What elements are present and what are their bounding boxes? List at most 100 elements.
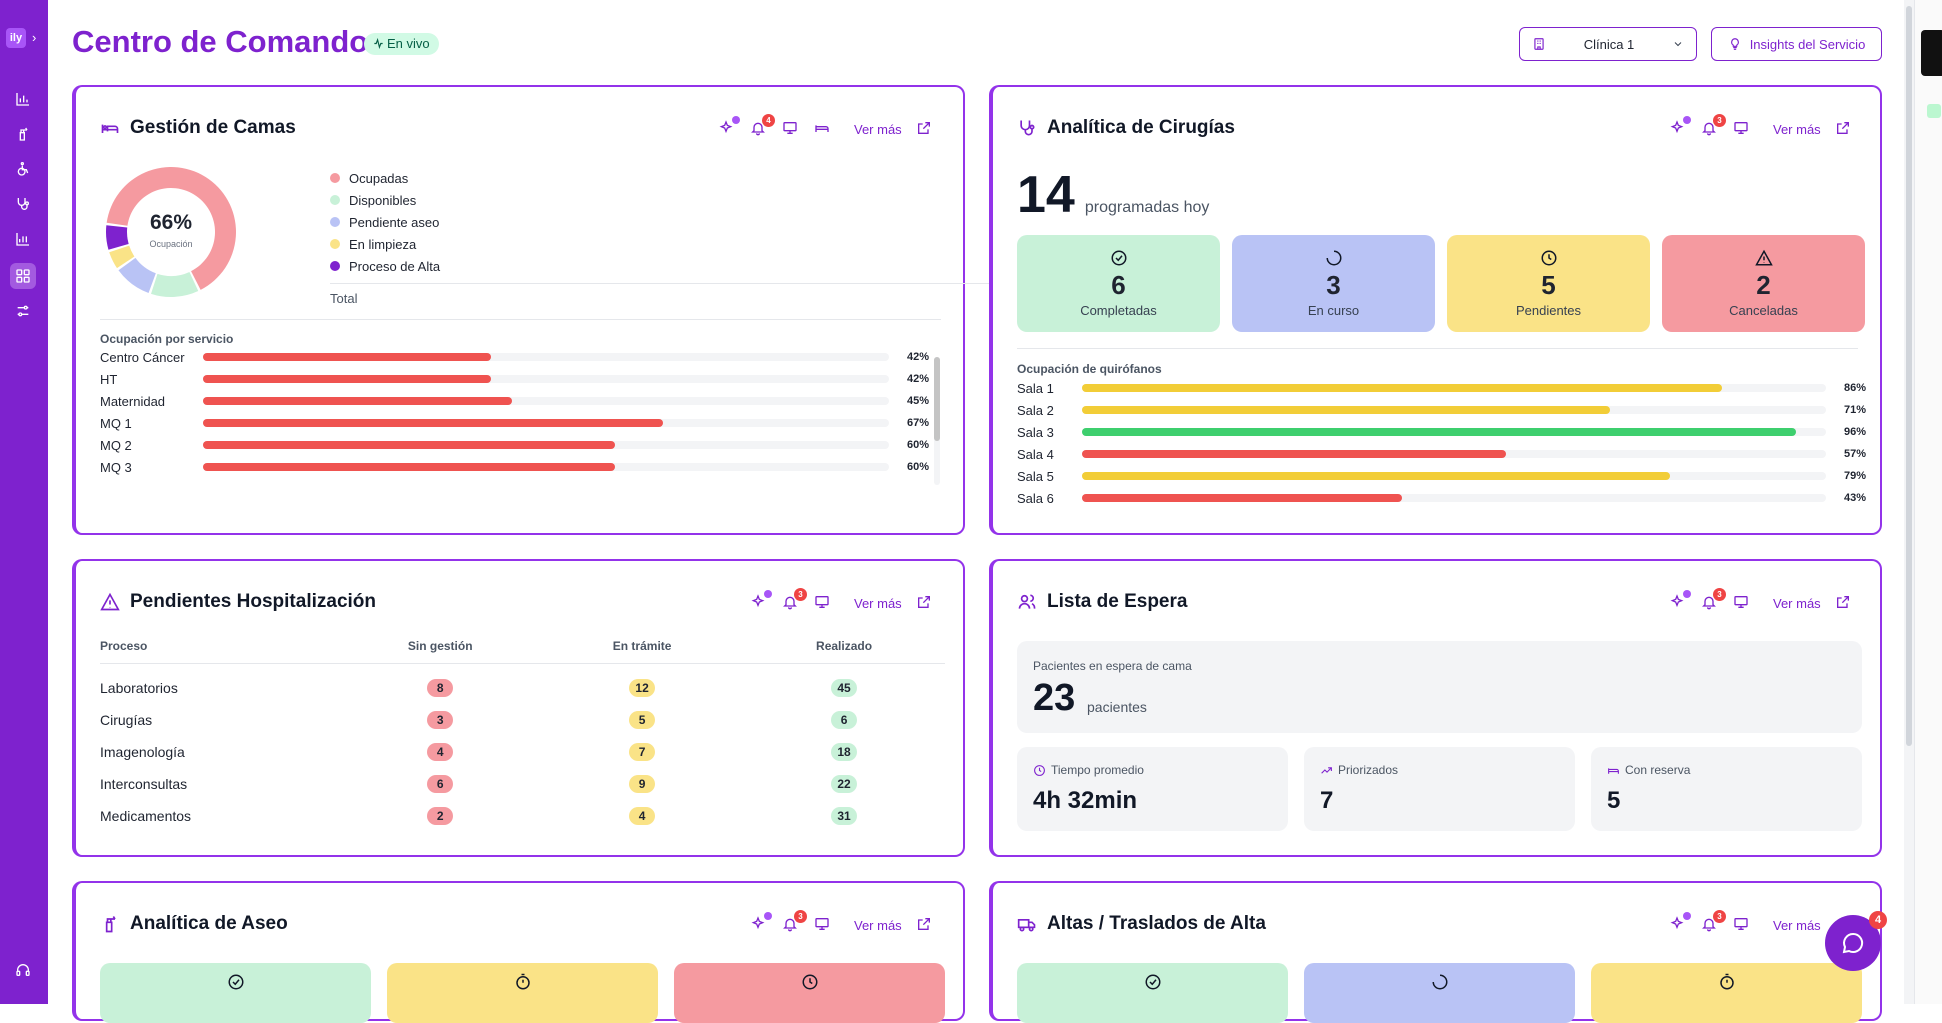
bar-label: MQ 3: [100, 459, 132, 475]
count-pill[interactable]: 2: [427, 807, 454, 825]
wheelchair-icon[interactable]: [10, 156, 36, 182]
stat-label: Con reserva: [1625, 763, 1691, 777]
external-link-icon[interactable]: [916, 120, 934, 138]
ai-sparkle-icon[interactable]: [718, 116, 740, 138]
stat-box: Tiempo promedio 4h 32min: [1017, 747, 1288, 831]
ai-sparkle-icon[interactable]: [1669, 590, 1691, 612]
bar-percent: 60%: [906, 461, 929, 473]
legend-row: En limpieza6: [330, 233, 1020, 255]
external-link-icon[interactable]: [916, 916, 934, 934]
count-pill[interactable]: 9: [629, 775, 656, 793]
process-name: Interconsultas: [100, 776, 188, 792]
count-pill[interactable]: 4: [427, 743, 454, 761]
tile-label: Completadas: [1080, 303, 1157, 318]
bell-icon[interactable]: 3: [1701, 588, 1726, 612]
bar-chart-icon[interactable]: [10, 226, 36, 252]
count-pill[interactable]: 18: [831, 743, 858, 761]
count-pill[interactable]: 8: [427, 679, 454, 697]
ver-mas-link[interactable]: Ver más: [854, 917, 902, 933]
surgery-status-tile[interactable]: 6 Completadas: [1017, 235, 1220, 332]
bell-icon[interactable]: 3: [782, 588, 807, 612]
count-pill[interactable]: 6: [831, 711, 858, 729]
ver-mas-link[interactable]: Ver más: [1773, 917, 1821, 933]
clinic-select[interactable]: Clínica 1: [1519, 27, 1697, 61]
legend-dot: [330, 195, 340, 205]
count-pill[interactable]: 12: [629, 679, 656, 697]
monitor-icon[interactable]: [1733, 120, 1751, 138]
count-pill[interactable]: 4: [629, 807, 656, 825]
count-pill[interactable]: 7: [629, 743, 656, 761]
bell-icon[interactable]: 3: [1701, 114, 1726, 138]
table-row[interactable]: Cirugías 3 5 6: [100, 704, 945, 736]
ver-mas-link[interactable]: Ver más: [854, 595, 902, 611]
bar-row: Sala 4 57%: [1017, 443, 1866, 465]
monitor-icon[interactable]: [782, 120, 800, 138]
beds-card-actions: 4 Ver más: [718, 114, 934, 138]
table-row[interactable]: Imagenología 4 7 18: [100, 736, 945, 768]
monitor-icon[interactable]: [1733, 916, 1751, 934]
bell-icon[interactable]: 3: [1701, 910, 1726, 934]
ai-sparkle-icon[interactable]: [1669, 116, 1691, 138]
ver-mas-link[interactable]: Ver más: [1773, 121, 1821, 137]
bar-track: [203, 441, 889, 449]
cleaning-spray-icon[interactable]: [10, 121, 36, 147]
loader-icon: [1326, 250, 1341, 266]
bar-fill: [203, 353, 492, 361]
chat-button[interactable]: 4: [1825, 911, 1887, 971]
surgery-status-tile[interactable]: 2 Canceladas: [1662, 235, 1865, 332]
count-pill[interactable]: 6: [427, 775, 454, 793]
table-cell: 18: [743, 743, 945, 761]
external-link-icon[interactable]: [1835, 594, 1853, 612]
insights-button[interactable]: Insights del Servicio: [1711, 27, 1882, 61]
status-tile: [1304, 963, 1575, 1023]
table-cell: 4: [339, 743, 541, 761]
count-pill[interactable]: 22: [831, 775, 858, 793]
chat-bubble-icon: [1842, 932, 1864, 954]
process-name: Laboratorios: [100, 680, 178, 696]
external-link-icon[interactable]: [1835, 120, 1853, 138]
count-pill[interactable]: 3: [427, 711, 454, 729]
bar-fill: [1082, 428, 1797, 436]
ver-mas-link[interactable]: Ver más: [1773, 595, 1821, 611]
table-row[interactable]: Medicamentos 2 4 31: [100, 800, 945, 832]
status-tile: [100, 963, 371, 1023]
monitor-icon[interactable]: [814, 594, 832, 612]
waiting-patients-box: Pacientes en espera de cama 23 pacientes: [1017, 641, 1862, 733]
support-headset-icon[interactable]: [10, 957, 36, 983]
count-pill[interactable]: 31: [831, 807, 858, 825]
expand-sidebar-icon[interactable]: ›: [32, 30, 37, 45]
bed-view-icon[interactable]: [814, 120, 832, 138]
ai-sparkle-icon[interactable]: [750, 912, 772, 934]
bell-icon[interactable]: 3: [782, 910, 807, 934]
table-cell: 45: [743, 679, 945, 697]
table-row[interactable]: Laboratorios 8 12 45: [100, 672, 945, 704]
chart-icon[interactable]: [10, 86, 36, 112]
bell-icon[interactable]: 4: [750, 114, 775, 138]
service-list-scrollbar[interactable]: [934, 357, 940, 485]
divider: [1017, 348, 1858, 349]
monitor-icon[interactable]: [1733, 594, 1751, 612]
bar-percent: 42%: [906, 351, 929, 363]
surgery-status-tile[interactable]: 5 Pendientes: [1447, 235, 1650, 332]
surgery-status-tile[interactable]: 3 En curso: [1232, 235, 1435, 332]
ai-sparkle-icon[interactable]: [1669, 912, 1691, 934]
waitlist-card-title: Lista de Espera: [1047, 591, 1188, 612]
stethoscope-icon[interactable]: [10, 191, 36, 217]
count-pill[interactable]: 45: [831, 679, 858, 697]
ai-sparkle-icon[interactable]: [750, 590, 772, 612]
settings-sliders-icon[interactable]: [10, 298, 36, 324]
dashboard-icon[interactable]: [10, 263, 36, 289]
count-pill[interactable]: 5: [629, 711, 656, 729]
table-row[interactable]: Interconsultas 6 9 22: [100, 768, 945, 800]
bar-row: HT 42%: [100, 368, 929, 390]
external-link-icon[interactable]: [916, 594, 934, 612]
ver-mas-link[interactable]: Ver más: [854, 121, 902, 137]
app-logo[interactable]: ily: [6, 28, 26, 48]
stat-box: Con reserva 5: [1591, 747, 1862, 831]
page-scrollbar[interactable]: [1904, 0, 1914, 1004]
stat-label: Tiempo promedio: [1051, 763, 1144, 777]
monitor-icon[interactable]: [814, 916, 832, 934]
alert-count-badge: 3: [1713, 588, 1726, 601]
bed-icon: [101, 124, 119, 133]
bar-row: Maternidad 45%: [100, 390, 929, 412]
